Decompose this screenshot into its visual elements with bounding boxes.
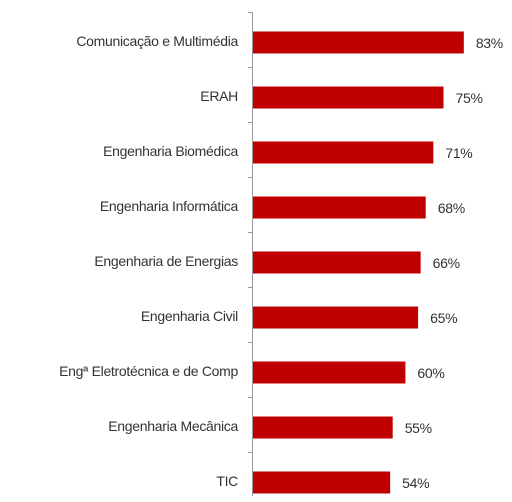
category-label: Comunicação e Multimédia	[76, 33, 238, 49]
bar	[253, 306, 419, 329]
category-label: Engenharia Biomédica	[103, 143, 238, 159]
category-label: TIC	[216, 473, 238, 489]
bar	[253, 471, 391, 494]
bar	[253, 86, 444, 109]
bar	[253, 251, 421, 274]
category-label: ERAH	[200, 88, 238, 104]
value-label: 75%	[456, 90, 483, 106]
category-label: Engenharia de Energias	[94, 253, 238, 269]
bar	[253, 416, 393, 439]
value-label: 71%	[445, 145, 472, 161]
value-label: 65%	[430, 310, 457, 326]
bar	[253, 196, 426, 219]
value-label: 68%	[438, 200, 465, 216]
category-label: Engenharia Informática	[100, 198, 239, 214]
value-label: 66%	[433, 255, 460, 271]
category-label: Engª Eletrotécnica e de Comp	[59, 363, 238, 379]
value-label: 60%	[417, 365, 444, 381]
bar	[253, 141, 434, 164]
category-label: Engenharia Civil	[141, 308, 238, 324]
value-label: 83%	[476, 35, 503, 51]
value-label: 55%	[405, 420, 432, 436]
category-label: Engenharia Mecânica	[108, 418, 238, 434]
bar	[253, 31, 464, 54]
value-label: 54%	[402, 475, 429, 491]
bar	[253, 361, 406, 384]
